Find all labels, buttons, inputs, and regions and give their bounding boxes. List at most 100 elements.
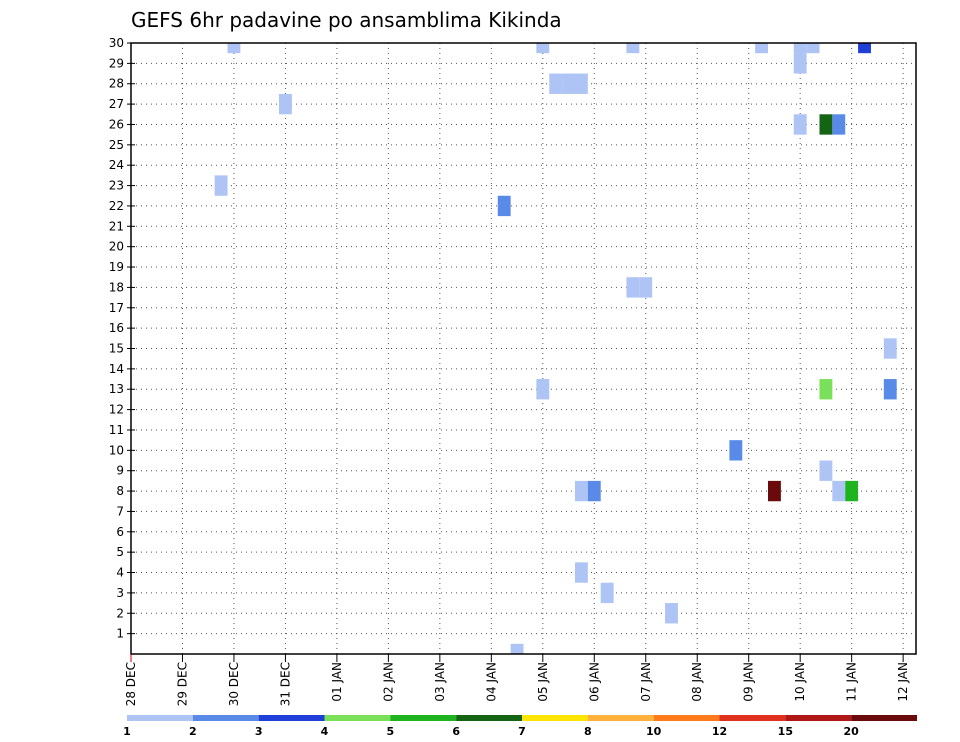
precip-cell <box>587 480 601 502</box>
y-tick-label: 22 <box>109 199 124 213</box>
x-tick-label: 03 JAN <box>433 662 447 702</box>
colorbar-label: 1 <box>123 725 131 738</box>
colorbar-swatch <box>785 715 852 721</box>
precip-cell <box>227 43 241 54</box>
precip-cell <box>729 440 743 461</box>
chart-title: GEFS 6hr padavine po ansamblima Kikinda <box>131 8 562 32</box>
precip-cell <box>858 43 871 54</box>
grid-layer <box>131 43 916 654</box>
y-tick-label: 12 <box>109 403 124 417</box>
y-tick-label: 3 <box>116 586 124 600</box>
y-tick-label: 28 <box>109 77 124 91</box>
precip-cell <box>793 43 807 54</box>
colorbar-swatch <box>127 715 193 721</box>
precip-cell <box>755 43 769 54</box>
colorbar-swatch <box>324 715 391 721</box>
precip-cell <box>574 562 588 583</box>
precip-cell <box>883 379 897 400</box>
y-tick-label: 2 <box>116 606 124 620</box>
precip-cell <box>574 480 588 502</box>
x-tick-label: 07 JAN <box>639 662 653 702</box>
precip-cell <box>845 480 859 502</box>
x-tick-label: 09 JAN <box>742 662 756 702</box>
y-tick-label: 17 <box>109 301 124 315</box>
colorbar-label: 10 <box>646 725 662 738</box>
precip-cell <box>768 480 781 502</box>
y-tick-label: 18 <box>109 280 124 294</box>
colorbar-swatch <box>456 715 522 721</box>
precip-cell <box>819 379 833 400</box>
x-tick-label: 12 JAN <box>896 662 910 702</box>
precip-cell <box>832 114 846 135</box>
x-tick-label: 10 JAN <box>793 662 807 702</box>
x-tick-label: 11 JAN <box>845 662 859 702</box>
precip-cell <box>497 195 511 217</box>
precip-cell <box>793 114 807 135</box>
y-tick-label: 25 <box>109 138 124 152</box>
x-tick-label: 29 DEC <box>175 662 189 706</box>
precip-cell <box>510 643 524 654</box>
colorbar: 1 2 3 4 5 6 7 8 10 12 15 20 <box>123 715 917 738</box>
y-tick-label: 21 <box>109 219 124 233</box>
y-tick-label: 30 <box>109 36 124 50</box>
precip-cell <box>793 53 807 74</box>
x-tick-label: 04 JAN <box>484 662 498 702</box>
colorbar-label: 3 <box>255 725 263 738</box>
y-tick-label: 16 <box>109 321 124 335</box>
precip-cell <box>665 603 678 624</box>
precip-cell <box>806 43 820 54</box>
precip-cell <box>536 43 550 54</box>
y-tick-label: 13 <box>109 382 124 396</box>
x-tick-label: 02 JAN <box>381 662 395 702</box>
y-tick-label: 20 <box>109 240 124 254</box>
colorbar-label: 20 <box>844 725 860 738</box>
colorbar-swatch <box>587 715 654 721</box>
precip-cell <box>832 480 846 502</box>
x-tick-label: 01 JAN <box>330 662 344 702</box>
colorbar-swatch <box>522 715 588 721</box>
precip-cell <box>819 114 833 135</box>
colorbar-label: 4 <box>321 725 329 738</box>
colorbar-label: 6 <box>452 725 460 738</box>
y-tick-label: 10 <box>109 443 124 457</box>
y-tick-label: 23 <box>109 179 124 193</box>
colorbar-label: 5 <box>387 725 395 738</box>
cell-layer <box>214 43 897 654</box>
precip-cell <box>549 73 563 94</box>
colorbar-swatch <box>719 715 786 721</box>
x-tick-label: 08 JAN <box>690 662 704 702</box>
y-tick-label: 7 <box>116 504 124 518</box>
precip-cell <box>562 73 575 94</box>
precip-cell <box>536 379 550 400</box>
x-tick-label: 30 DEC <box>227 662 241 706</box>
y-tick-label: 11 <box>109 423 124 437</box>
colorbar-swatch <box>192 715 259 721</box>
y-tick-label: 5 <box>116 545 124 559</box>
y-tick-label: 4 <box>116 566 124 580</box>
colorbar-label: 8 <box>584 725 592 738</box>
y-tick-label: 27 <box>109 97 124 111</box>
y-tick-label: 29 <box>109 56 124 70</box>
precip-cell <box>626 277 640 298</box>
x-tick-label: 31 DEC <box>278 662 292 706</box>
axis-layer: 1234567891011121314151617181920212223242… <box>109 36 910 706</box>
y-tick-label: 6 <box>116 525 124 539</box>
x-tick-label: 28 DEC <box>124 662 138 706</box>
y-tick-label: 9 <box>116 464 124 478</box>
colorbar-label: 15 <box>778 725 793 738</box>
precip-cell <box>883 338 897 359</box>
colorbar-label: 12 <box>712 725 727 738</box>
precip-cell <box>600 582 614 604</box>
precip-cell <box>278 93 292 115</box>
precip-cell <box>819 460 833 481</box>
y-tick-label: 8 <box>116 484 124 498</box>
precip-cell <box>639 277 653 298</box>
colorbar-swatch <box>390 715 457 721</box>
x-tick-label: 06 JAN <box>587 662 601 702</box>
y-tick-label: 1 <box>116 627 124 641</box>
colorbar-label: 7 <box>518 725 526 738</box>
x-tick-label: 05 JAN <box>536 662 550 702</box>
precip-cell <box>214 175 228 196</box>
precip-cell <box>574 73 588 94</box>
